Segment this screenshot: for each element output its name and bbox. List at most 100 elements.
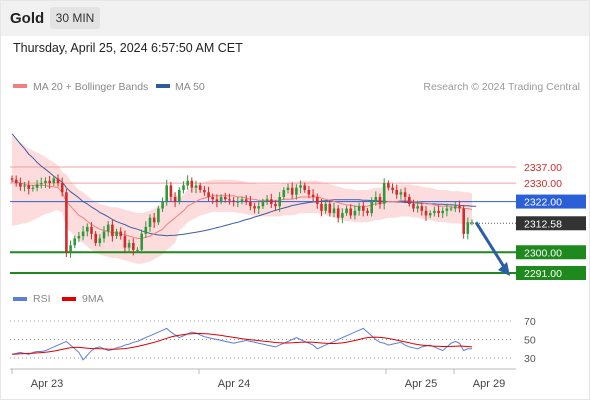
candle-body-83: [357, 206, 361, 211]
candle-body-34: [152, 217, 156, 223]
candle-body-72: [311, 194, 315, 197]
candle-body-46: [203, 190, 206, 193]
candle-body-61: [265, 199, 269, 202]
candle-body-6: [35, 184, 39, 188]
level-label-box-4: [516, 245, 586, 260]
candle-body-67: [290, 187, 294, 195]
symbol-title: Gold: [10, 10, 45, 27]
candle-body-74: [320, 203, 323, 211]
candle-body-98: [420, 206, 424, 211]
candle-body-60: [261, 201, 265, 207]
candle-body-30: [136, 250, 139, 251]
candle-body-49: [215, 199, 219, 202]
candle-body-36: [161, 201, 164, 209]
candle-body-1: [14, 179, 18, 184]
credit-text: Research © 2024 Trading Central: [423, 81, 580, 93]
main-legend: MA 20 + Bollinger Bands MA 50 Research ©…: [13, 81, 580, 93]
candle-body-50: [219, 197, 223, 202]
candle-body-73: [316, 197, 319, 204]
candle-body-110: [470, 222, 474, 224]
rsi-line: [11, 327, 472, 361]
interval-button[interactable]: 30 MIN: [50, 7, 100, 29]
candle-body-28: [127, 243, 131, 248]
candle-body-64: [278, 197, 281, 207]
candle-body-63: [274, 203, 277, 207]
level-label-box-2: [516, 194, 586, 209]
candle-body-20: [94, 233, 97, 243]
candle-body-7: [40, 183, 43, 185]
candle-body-104: [445, 208, 449, 211]
candle-body-27: [123, 236, 127, 248]
candle-body-88: [378, 197, 382, 204]
candle-body-105: [449, 208, 453, 210]
candle-body-48: [211, 197, 214, 200]
candle-body-26: [119, 231, 122, 237]
candle-body-16: [77, 236, 81, 239]
candle-body-5: [31, 187, 35, 189]
rsi-tick-label-70: 70: [524, 316, 536, 328]
candle-body-32: [144, 226, 148, 234]
candle-body-9: [48, 180, 51, 184]
candle-body-45: [198, 185, 202, 190]
candle-body-29: [132, 243, 135, 250]
candle-body-39: [173, 197, 177, 202]
candle-body-54: [236, 201, 240, 203]
projection-arrow-shaft: [474, 221, 508, 271]
candle-body-96: [412, 203, 415, 209]
candle-body-85: [366, 210, 369, 214]
candle-body-62: [270, 199, 273, 204]
rsi-legend-label: RSI: [33, 293, 51, 305]
ma50-line: [11, 133, 477, 237]
candle-body-89: [382, 183, 386, 204]
candle-body-37: [165, 185, 168, 202]
candle-body-40: [178, 190, 181, 202]
level-label-1: 2330.00: [524, 178, 562, 190]
level-label-4: 2300.00: [524, 247, 562, 259]
level-label-2: 2322.00: [524, 197, 562, 209]
candle-body-14: [69, 245, 72, 253]
candle-body-47: [207, 192, 210, 197]
candle-body-87: [374, 197, 378, 202]
candle-body-25: [115, 231, 118, 237]
candle-body-92: [395, 190, 398, 195]
candle-body-90: [387, 183, 390, 188]
rsi-legend: RSI 9MA: [13, 293, 104, 305]
candle-body-106: [454, 206, 457, 209]
level-label-5: 2291.00: [524, 268, 562, 280]
candle-body-71: [307, 190, 311, 195]
ma9-legend-label: 9MA: [82, 293, 104, 305]
candle-body-75: [324, 203, 327, 211]
candle-body-102: [437, 210, 440, 214]
candle-body-66: [286, 187, 290, 190]
candle-body-38: [169, 185, 173, 197]
candle-body-94: [403, 192, 407, 197]
candle-body-13: [65, 192, 68, 253]
candle-body-76: [328, 203, 332, 214]
candle-body-77: [332, 208, 336, 214]
candle-body-24: [111, 224, 114, 237]
candle-body-17: [81, 231, 85, 237]
candle-body-0: [10, 178, 14, 180]
candle-body-11: [56, 178, 60, 184]
candle-body-95: [408, 197, 411, 204]
x-axis: Apr 23 Apr 24 Apr 25 Apr 29: [10, 368, 516, 390]
candle-body-10: [52, 178, 56, 184]
candle-body-84: [362, 206, 365, 211]
candle-body-19: [90, 226, 93, 234]
candle-body-107: [458, 206, 461, 209]
candle-body-59: [257, 206, 260, 209]
candle-body-53: [232, 200, 235, 202]
candle-body-22: [102, 231, 106, 239]
level-label-box-3: [516, 216, 586, 231]
candle-body-109: [466, 222, 470, 234]
candle-body-103: [441, 210, 444, 214]
candle-body-51: [224, 197, 227, 200]
candle-body-70: [303, 185, 306, 190]
ma20-legend-label: MA 20 + Bollinger Bands: [33, 81, 148, 93]
candle-body-8: [44, 180, 47, 184]
candle-body-15: [73, 238, 76, 246]
candle-body-55: [240, 199, 244, 202]
level-label-box-5: [516, 266, 586, 280]
candle-body-69: [299, 185, 302, 188]
